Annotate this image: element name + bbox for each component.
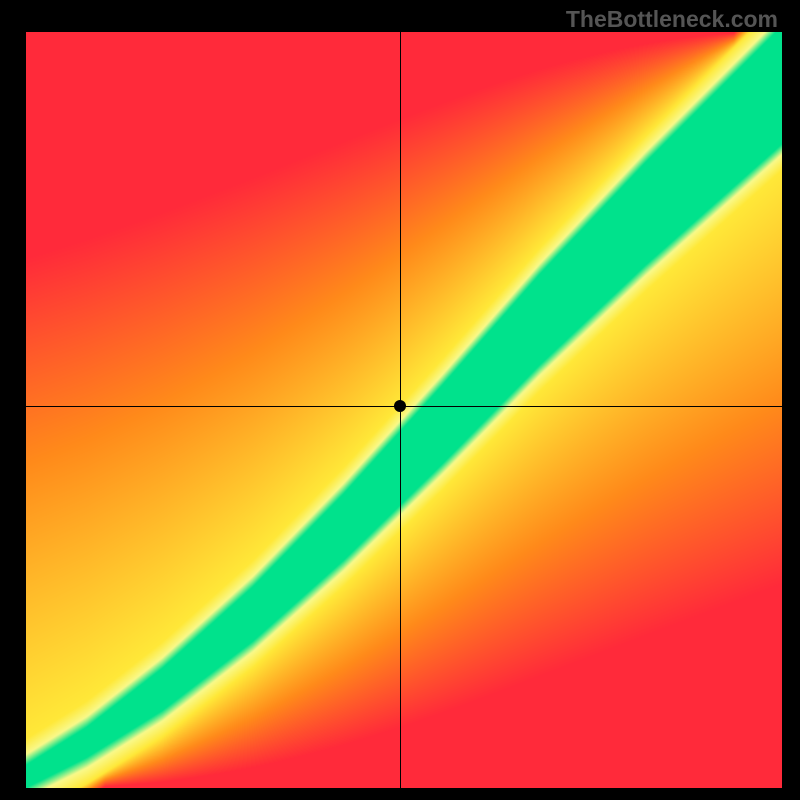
chart-container: { "watermark": { "text": "TheBottleneck.… <box>0 0 800 800</box>
watermark-text: TheBottleneck.com <box>566 6 778 33</box>
crosshair-point <box>394 400 406 412</box>
